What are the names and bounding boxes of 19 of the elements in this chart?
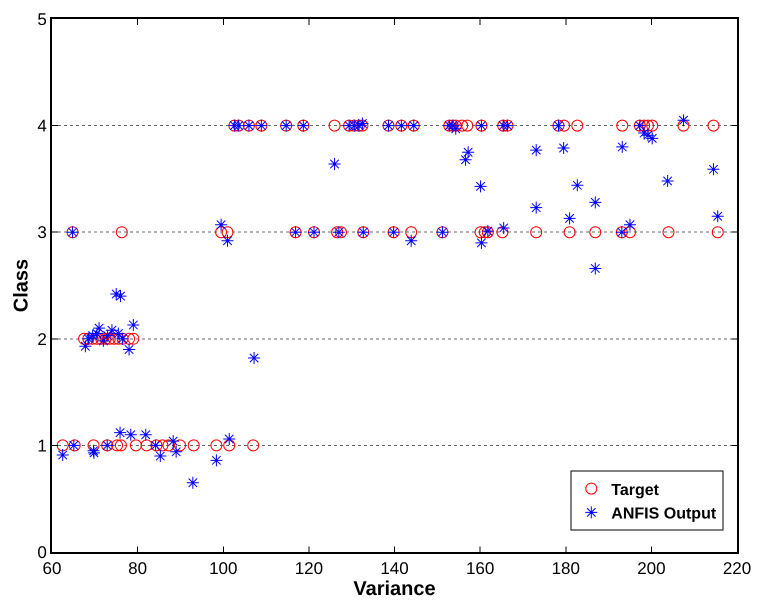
x-tick-label: 180	[552, 559, 580, 578]
y-tick-label: 5	[37, 10, 47, 29]
y-tick-label: 3	[37, 223, 47, 242]
y-tick-label: 2	[37, 330, 47, 349]
x-tick-label: 220	[722, 559, 752, 578]
y-tick-label: 4	[37, 116, 47, 136]
legend-label: Target	[611, 482, 660, 499]
x-tick-label: 100	[209, 559, 238, 578]
y-tick-label: 0	[37, 542, 47, 562]
x-tick-label: 160	[466, 559, 494, 578]
x-tick-label: 80	[128, 559, 148, 578]
x-tick-label: 60	[42, 559, 62, 578]
x-tick-label: 120	[294, 559, 324, 578]
y-tick-label: 1	[37, 436, 47, 456]
y-axis-title: Class	[10, 258, 32, 312]
x-tick-label: 140	[380, 559, 409, 578]
x-axis-title: Variance	[353, 578, 436, 600]
legend-label: ANFIS Output	[611, 506, 717, 523]
x-tick-label: 200	[637, 559, 666, 578]
